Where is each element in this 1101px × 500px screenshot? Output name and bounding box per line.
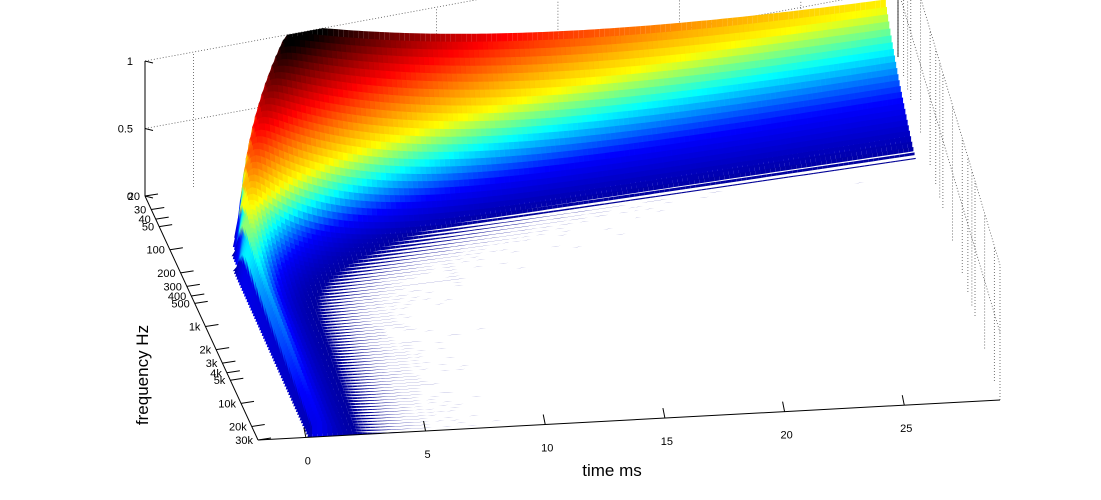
z-tick-label: 1 <box>127 56 133 68</box>
y-tick-label: 5k <box>214 375 226 387</box>
y-tick <box>186 283 200 287</box>
x-tick-label: 5 <box>424 449 430 461</box>
x-tick <box>542 414 546 425</box>
y-tick <box>180 270 194 274</box>
y-tick <box>169 247 183 251</box>
y-tick <box>230 377 244 381</box>
y-tick <box>222 360 236 364</box>
y-tick-label: 30k <box>235 435 253 447</box>
y-tick <box>144 193 159 197</box>
surface <box>169 0 989 439</box>
z-axis: 00.51 <box>118 56 154 203</box>
y-tick-label: 100 <box>147 245 165 257</box>
y-tick <box>251 423 265 427</box>
x-axis-label: time ms <box>582 461 642 480</box>
x-tick-label: 0 <box>305 455 311 467</box>
z-tick <box>144 195 154 199</box>
y-tick <box>194 300 208 304</box>
y-tick <box>205 324 219 328</box>
z-tick <box>144 60 154 64</box>
y-tick-label: 2k <box>200 345 212 357</box>
y-tick-label: 50 <box>142 222 154 234</box>
y-tick-label: 30 <box>134 205 146 217</box>
x-tick <box>901 395 905 406</box>
x-tick <box>782 401 786 412</box>
y-tick <box>226 370 240 374</box>
y-tick <box>240 400 255 404</box>
y-tick <box>216 347 230 351</box>
y-axis-label: frequency Hz <box>133 325 152 425</box>
x-axis: 0 5 10 15 20 25 <box>257 395 1001 467</box>
x-tick <box>662 407 666 419</box>
x-tick-label: 20 <box>780 430 792 442</box>
x-tick <box>423 420 427 432</box>
y-tick <box>155 216 169 220</box>
y-tick-label: 20 <box>128 191 140 203</box>
y-tick-label: 1k <box>189 322 201 334</box>
y-tick-label: 4k <box>210 368 222 380</box>
y-tick-label: 20k <box>229 421 247 433</box>
y-tick-label: 10k <box>218 398 236 410</box>
y-tick-label: 300 <box>163 281 181 293</box>
y-tick-label: 500 <box>171 298 189 310</box>
z-tick-label: 0 <box>127 191 133 203</box>
y-tick-label: 40 <box>138 214 150 226</box>
x-tick <box>303 427 307 438</box>
z-tick <box>144 128 154 131</box>
x-tick-label: 15 <box>661 436 673 448</box>
x-tick-label: 10 <box>541 443 553 455</box>
z-tick-label: 0.5 <box>118 124 133 136</box>
y-tick <box>151 207 165 211</box>
y-tick-label: 400 <box>168 291 186 303</box>
y-tick <box>191 293 205 297</box>
y-tick-label: 200 <box>157 268 175 280</box>
x-tick-label: 25 <box>900 423 912 435</box>
y-tick <box>159 224 173 228</box>
y-tick-label: 3k <box>206 358 218 370</box>
